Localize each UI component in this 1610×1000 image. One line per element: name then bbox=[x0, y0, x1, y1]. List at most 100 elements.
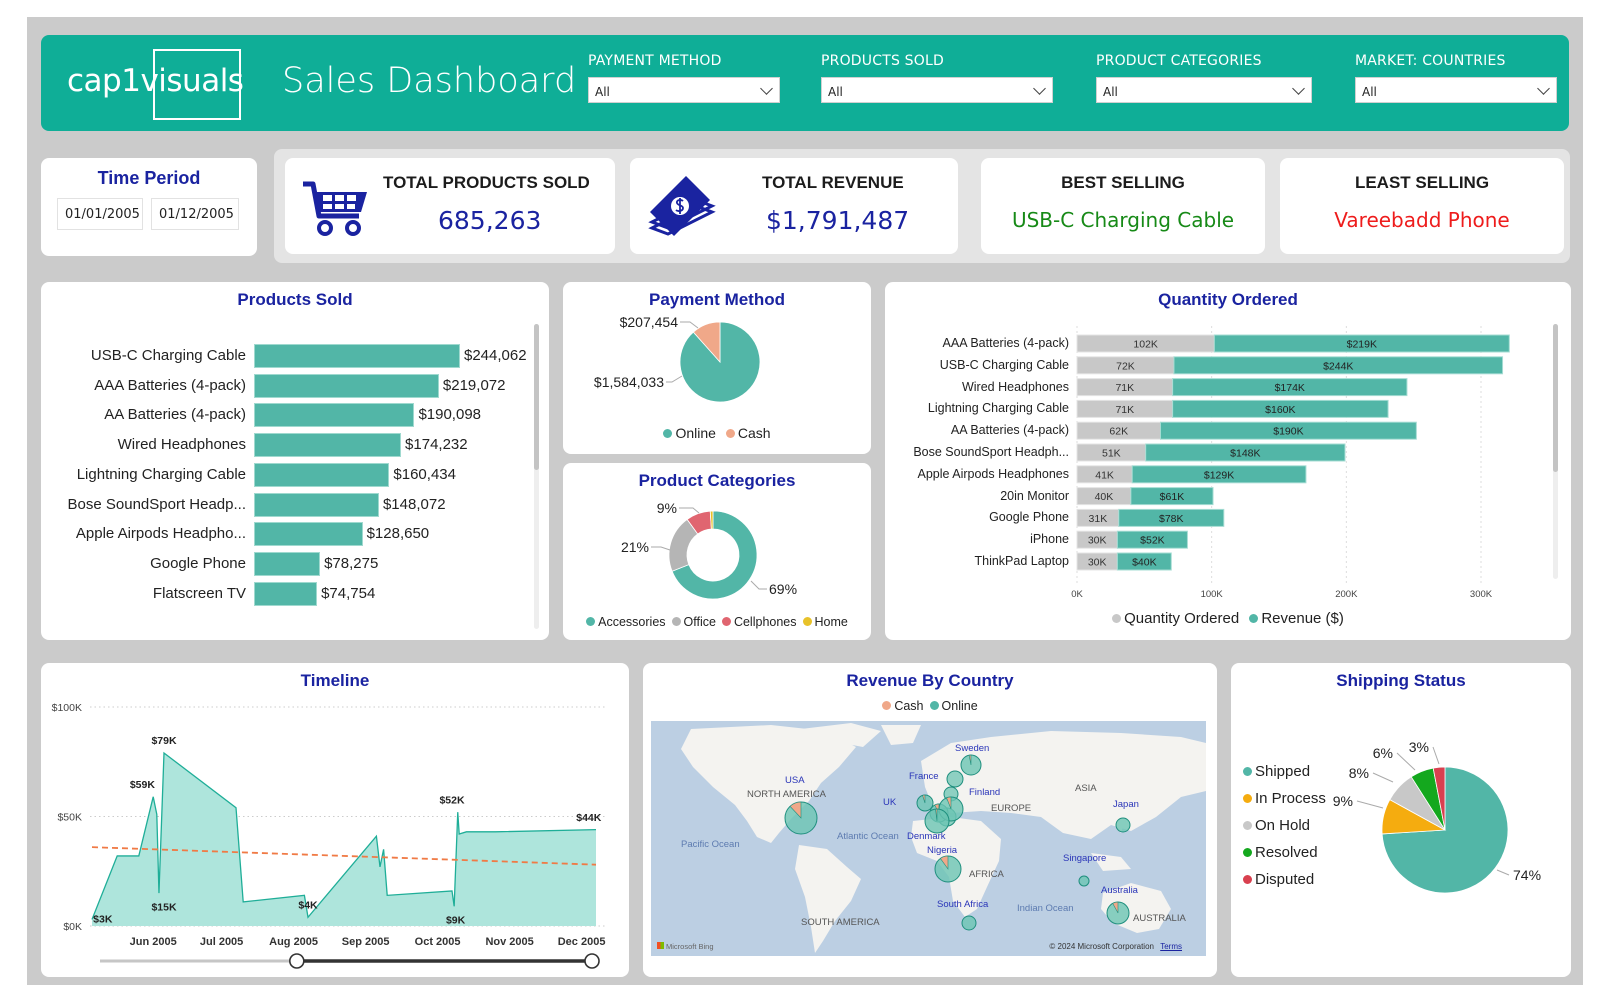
data-label: $59K bbox=[130, 779, 156, 791]
legend-item-on-hold[interactable]: On Hold bbox=[1243, 817, 1310, 834]
pie-slice-cash[interactable] bbox=[692, 321, 721, 364]
bar-revenue[interactable] bbox=[1172, 399, 1389, 418]
bar-revenue[interactable] bbox=[1173, 356, 1504, 375]
bar-revenue[interactable] bbox=[254, 433, 402, 458]
bar-revenue[interactable] bbox=[254, 551, 321, 576]
bar-revenue[interactable] bbox=[254, 462, 390, 487]
bar-revenue[interactable] bbox=[1131, 465, 1307, 484]
market-countries-select[interactable]: All bbox=[1355, 77, 1557, 103]
scrollbar-thumb[interactable] bbox=[1553, 324, 1558, 472]
bar-revenue[interactable] bbox=[1116, 530, 1188, 549]
donut-label-cellphones: 9% bbox=[657, 500, 677, 516]
map-label-japan: Japan bbox=[1113, 799, 1139, 810]
filter-label: MARKET: COUNTRIES bbox=[1355, 53, 1506, 69]
leader-line bbox=[1496, 869, 1510, 876]
bar-category-label: Wired Headphones bbox=[117, 436, 246, 454]
bar-revenue[interactable] bbox=[254, 403, 415, 428]
bar-revenue-label: $219K bbox=[1347, 339, 1377, 351]
bar-revenue[interactable] bbox=[254, 581, 318, 606]
legend-dot bbox=[1243, 821, 1252, 830]
bar-revenue[interactable] bbox=[1159, 421, 1417, 440]
data-label: $52K bbox=[439, 794, 465, 806]
pie-slice-home[interactable] bbox=[709, 510, 714, 530]
payment-method-select[interactable]: All bbox=[588, 77, 780, 103]
pie-slice-accessories[interactable] bbox=[671, 510, 758, 600]
terms-link[interactable]: Terms bbox=[1160, 942, 1182, 951]
leader-line bbox=[1432, 746, 1440, 765]
legend-item-revenue[interactable]: Revenue ($) bbox=[1249, 610, 1344, 627]
legend-item-home[interactable]: Home bbox=[802, 615, 848, 629]
legend-item-accessories[interactable]: Accessories bbox=[586, 615, 666, 629]
map-label-usa: USA bbox=[785, 775, 805, 786]
x-tick-label: 300K bbox=[1470, 589, 1493, 600]
chevron-down-icon bbox=[1033, 82, 1046, 95]
legend-dot bbox=[721, 617, 731, 626]
bar-revenue[interactable] bbox=[254, 373, 439, 398]
map-region-north-america: NORTH AMERICA bbox=[747, 789, 827, 800]
select-value: All bbox=[595, 85, 610, 99]
x-tick-label: 100K bbox=[1201, 589, 1224, 600]
greenland bbox=[881, 725, 921, 745]
bar-category-label: AA Batteries (4-pack) bbox=[950, 423, 1069, 438]
legend-item-in-process[interactable]: In Process bbox=[1243, 790, 1326, 807]
bar-value-label: $160,434 bbox=[393, 465, 456, 483]
scrollbar-thumb[interactable] bbox=[534, 324, 539, 470]
bar-revenue[interactable] bbox=[1118, 508, 1225, 527]
kpi-label: LEAST SELLING bbox=[1354, 173, 1490, 192]
slider-end-handle[interactable] bbox=[584, 953, 600, 969]
data-label: $15K bbox=[151, 902, 177, 914]
kpi-total-products-sold: TOTAL PRODUCTS SOLD 685,263 bbox=[285, 158, 615, 254]
world-map[interactable]: USA UK France Sweden Finland Denmark Nigeria Ja… bbox=[651, 721, 1206, 956]
bar-revenue[interactable] bbox=[1116, 552, 1172, 571]
map-label-nigeria: Nigeria bbox=[927, 845, 958, 856]
legend-item-shipped[interactable]: Shipped bbox=[1243, 763, 1310, 780]
pie-slice-disputed[interactable] bbox=[1432, 766, 1446, 831]
products-sold-select[interactable]: All bbox=[821, 77, 1053, 103]
legend-item-online[interactable]: Online bbox=[929, 699, 978, 713]
bar-revenue[interactable] bbox=[1172, 378, 1408, 397]
start-date-input[interactable]: 01/01/2005 bbox=[57, 198, 143, 230]
bubble-south-africa[interactable] bbox=[961, 915, 977, 931]
bar-category-label: iPhone bbox=[1030, 532, 1069, 547]
legend-item-online[interactable]: Online bbox=[663, 425, 716, 441]
bar-revenue[interactable] bbox=[1145, 443, 1346, 462]
page-title: Sales Dashboard bbox=[282, 61, 577, 101]
greenland-area bbox=[801, 723, 881, 747]
bar-revenue[interactable] bbox=[254, 344, 460, 368]
bubble-singapore[interactable] bbox=[1078, 875, 1090, 887]
legend-item-cash[interactable]: Cash bbox=[882, 699, 924, 713]
bar-revenue-label: $129K bbox=[1204, 469, 1234, 481]
legend-dot bbox=[1249, 614, 1259, 623]
bar-revenue[interactable] bbox=[1130, 487, 1214, 506]
scrollbar[interactable] bbox=[534, 324, 539, 629]
bar-revenue-label: $40K bbox=[1132, 557, 1157, 569]
time-period-title: Time Period bbox=[97, 168, 201, 188]
map-label-sweden: Sweden bbox=[955, 743, 990, 754]
bubble-japan[interactable] bbox=[1115, 817, 1131, 833]
shopping-cart-icon bbox=[303, 181, 367, 236]
slider-start-handle[interactable] bbox=[289, 953, 305, 969]
legend-item-cash[interactable]: Cash bbox=[725, 425, 771, 441]
bar-category-label: Google Phone bbox=[150, 554, 246, 572]
legend-item-resolved[interactable]: Resolved bbox=[1243, 844, 1318, 861]
area-line[interactable] bbox=[91, 751, 597, 920]
bar-revenue[interactable] bbox=[254, 522, 363, 547]
end-date-input[interactable]: 01/12/2005 bbox=[151, 198, 239, 230]
bar-revenue[interactable] bbox=[1213, 334, 1510, 353]
product-categories-select[interactable]: All bbox=[1096, 77, 1312, 103]
bar-quantity-label: 71K bbox=[1115, 382, 1134, 394]
legend-item-office[interactable]: Office bbox=[671, 615, 716, 629]
kpi-label: TOTAL REVENUE bbox=[762, 173, 904, 192]
country-bubble[interactable] bbox=[946, 770, 964, 788]
chart-legend: Quantity Ordered Revenue ($) bbox=[885, 610, 1571, 627]
bar-revenue[interactable] bbox=[254, 492, 379, 517]
legend-item-cellphones[interactable]: Cellphones bbox=[721, 615, 797, 629]
legend-item-quantity[interactable]: Quantity Ordered bbox=[1112, 610, 1239, 627]
bubble-cash-slice-australia bbox=[1112, 901, 1119, 914]
kpi-band: TOTAL PRODUCTS SOLD 685,263 TOTAL REVENU… bbox=[274, 149, 1570, 263]
bar-quantity-label: 72K bbox=[1116, 360, 1135, 372]
quantity-ordered-chart: 0K 100K 200K 300K 102K $219K 72K $244K 71K $174K 7… bbox=[1071, 326, 1510, 600]
bar-value-label: $74,754 bbox=[321, 584, 376, 602]
chart-title: Revenue By Country bbox=[846, 671, 1014, 690]
legend-item-disputed[interactable]: Disputed bbox=[1243, 871, 1314, 888]
